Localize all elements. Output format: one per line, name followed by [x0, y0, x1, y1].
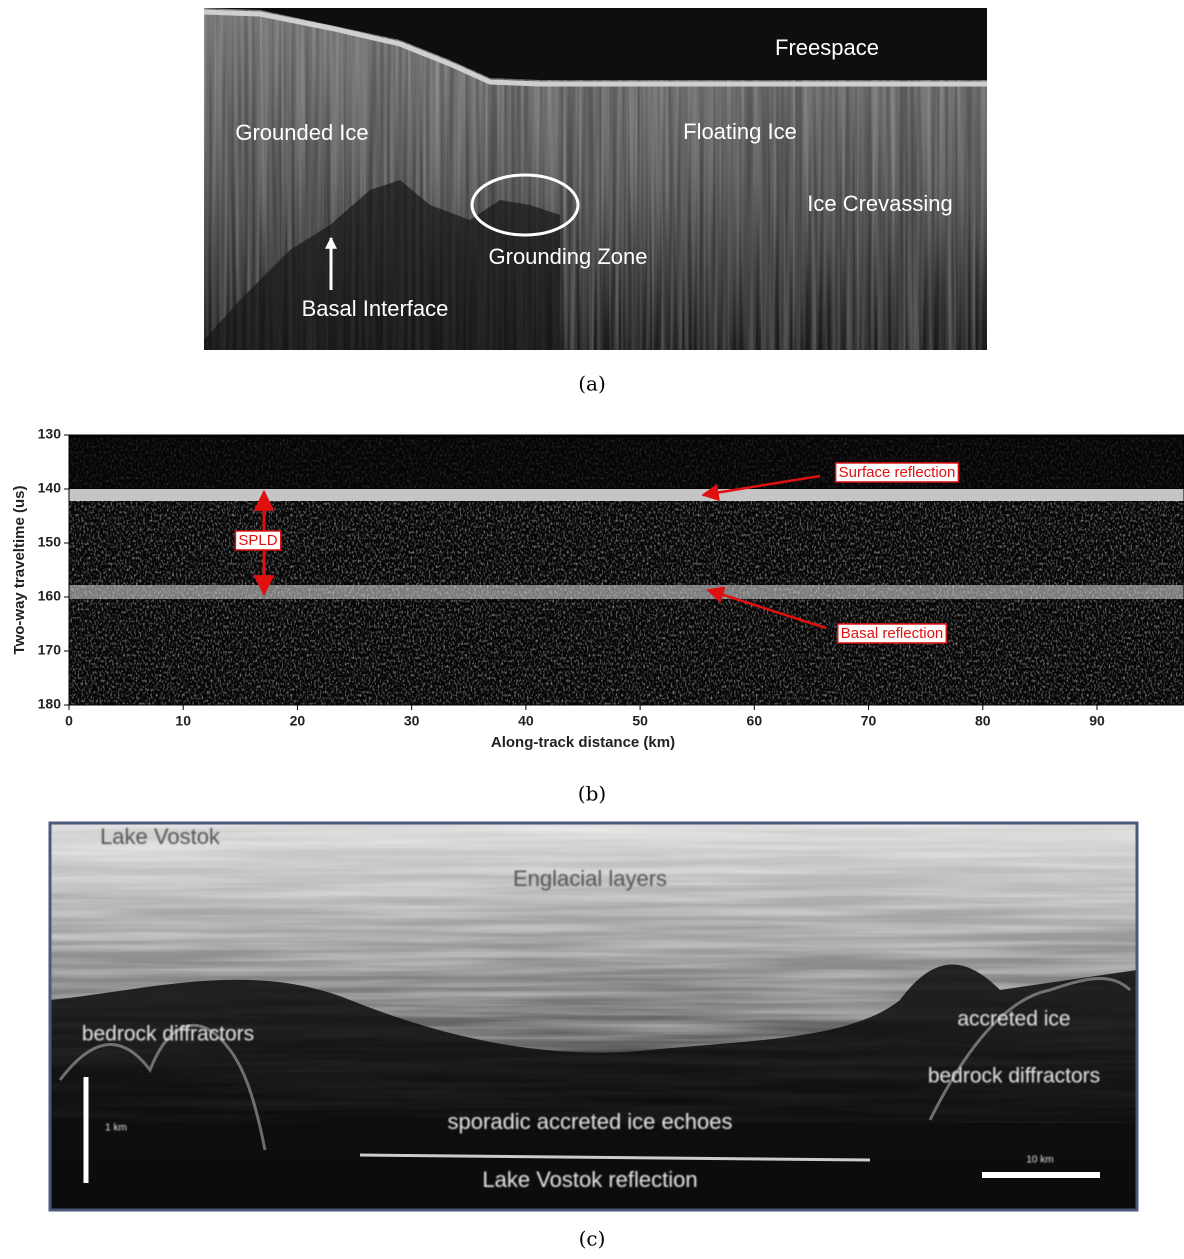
region-label: Freespace [775, 35, 879, 60]
region-label: sporadic accreted ice echoes [448, 1109, 733, 1134]
y-tick-label: 130 [38, 426, 62, 442]
region-label: Basal Interface [302, 296, 449, 321]
y-tick-label: 150 [38, 534, 62, 550]
x-tick-label: 80 [975, 713, 991, 729]
region-label: Grounding Zone [489, 244, 648, 269]
x-tick-label: 30 [404, 713, 420, 729]
y-tick-label: 140 [38, 480, 62, 496]
caption: (c) [579, 1227, 606, 1251]
x-tick-label: 0 [65, 713, 73, 729]
region-label: Grounded Ice [235, 120, 368, 145]
annotation: Basal reflection [841, 625, 944, 642]
figure: (a) 130 140 150 160 170 1800 10 20 30 40 50 60 70 80 9… [0, 0, 1184, 1259]
region-label: bedrock diffractors [82, 1023, 254, 1046]
y-axis-label: Two-way traveltime (us) [11, 486, 28, 655]
caption: (b) [578, 782, 606, 806]
texture [69, 438, 1184, 488]
annotation: SPLD [238, 532, 277, 549]
region-label: Floating Ice [683, 119, 797, 144]
y-tick-label: 170 [38, 642, 62, 658]
x-tick-label: 70 [861, 713, 877, 729]
region-label: 1 km [105, 1123, 127, 1134]
region-label: accreted ice [957, 1008, 1070, 1031]
x-tick-label: 40 [518, 713, 534, 729]
region-label: bedrock diffractors [928, 1065, 1100, 1088]
basal-band [69, 585, 1184, 599]
x-tick-label: 60 [747, 713, 763, 729]
region-label: Lake Vostok reflection [482, 1167, 697, 1192]
surface-band [69, 489, 1184, 501]
x-axis-label: Along-track distance (km) [491, 734, 675, 751]
y-tick-label: 180 [38, 696, 62, 712]
x-tick-label: 50 [632, 713, 648, 729]
region-label: Ice Crevassing [807, 191, 953, 216]
x-tick-label: 10 [175, 713, 191, 729]
region-label: Englacial layers [513, 866, 667, 891]
region-label: Lake Vostok [100, 824, 221, 849]
y-tick-label: 160 [38, 588, 62, 604]
region-label: 10 km [1026, 1155, 1053, 1166]
annotation: Surface reflection [839, 464, 956, 481]
caption: (a) [578, 372, 606, 396]
x-tick-label: 90 [1089, 713, 1105, 729]
x-tick-label: 20 [290, 713, 306, 729]
